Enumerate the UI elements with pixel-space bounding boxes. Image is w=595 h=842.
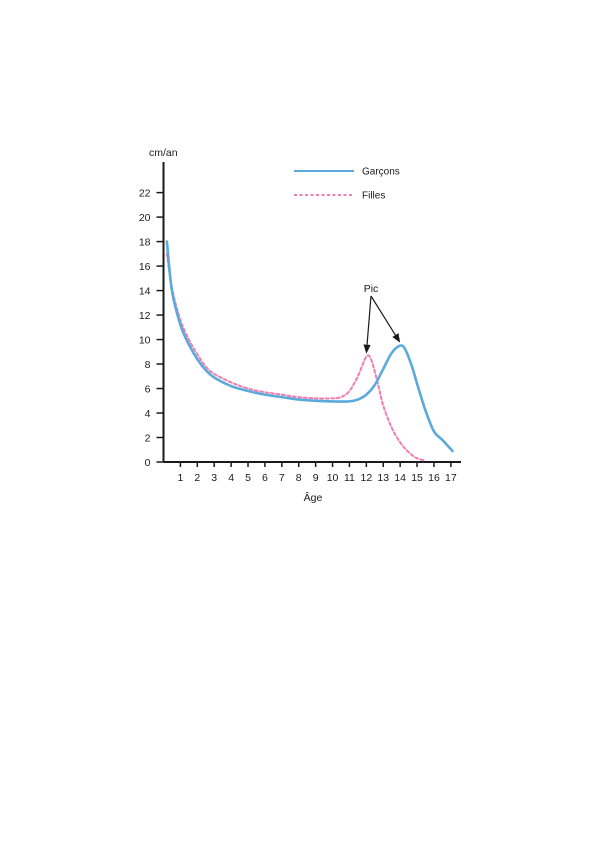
x-tick-label: 3 — [211, 472, 217, 484]
y-ticks: 0 2 4 6 8 10 12 14 16 18 20 22 — [139, 187, 164, 469]
x-tick-label: 4 — [228, 472, 234, 484]
x-tick-label: 6 — [262, 472, 268, 484]
legend-label-garcons: Garçons — [362, 167, 400, 178]
y-tick-label: 4 — [145, 408, 151, 420]
x-tick-label: 17 — [445, 472, 457, 484]
x-tick-label: 10 — [327, 472, 339, 484]
x-tick-label: 8 — [296, 472, 302, 484]
pic-arrow-head — [363, 344, 371, 354]
x-ticks: 1 2 3 4 5 6 7 8 9 10 11 12 13 14 15 16 17 — [177, 462, 457, 484]
y-tick-label: 20 — [139, 212, 151, 224]
x-tick-label: 13 — [377, 472, 389, 484]
y-tick-label: 22 — [139, 187, 151, 199]
annotation-label: Pic — [364, 283, 379, 295]
series-line-garcons — [165, 240, 454, 453]
y-axis-label: cm/an — [149, 147, 178, 159]
legend: Garçons Filles — [294, 167, 400, 202]
x-tick-label: 9 — [313, 472, 319, 484]
x-tick-label: 14 — [394, 472, 406, 484]
y-tick-label: 2 — [145, 432, 151, 444]
y-tick-label: 10 — [139, 334, 151, 346]
x-tick-label: 7 — [279, 472, 285, 484]
series-layer — [165, 240, 454, 462]
y-tick-label: 16 — [139, 261, 151, 273]
x-tick-label: 11 — [344, 472, 355, 484]
y-tick-label: 8 — [145, 359, 151, 371]
y-tick-label: 6 — [145, 383, 151, 395]
y-tick-label: 14 — [139, 285, 151, 297]
pic-arrow-head — [392, 333, 401, 343]
x-tick-label: 16 — [428, 472, 440, 484]
y-tick-label: 12 — [139, 310, 151, 322]
annotation-layer — [363, 295, 401, 354]
axes — [162, 162, 461, 463]
x-tick-label: 2 — [194, 472, 200, 484]
x-tick-label: 5 — [245, 472, 251, 484]
x-tick-label: 1 — [177, 472, 183, 484]
pic-arrow-line — [366, 295, 372, 345]
x-tick-label: 12 — [360, 472, 372, 484]
y-tick-label: 18 — [139, 236, 151, 248]
series-line-filles — [165, 252, 427, 462]
x-axis-label: Âge — [304, 491, 323, 504]
y-tick-label: 0 — [145, 457, 151, 469]
x-tick-label: 15 — [411, 472, 423, 484]
pic-arrow-line — [370, 295, 396, 336]
legend-label-filles: Filles — [362, 191, 385, 202]
